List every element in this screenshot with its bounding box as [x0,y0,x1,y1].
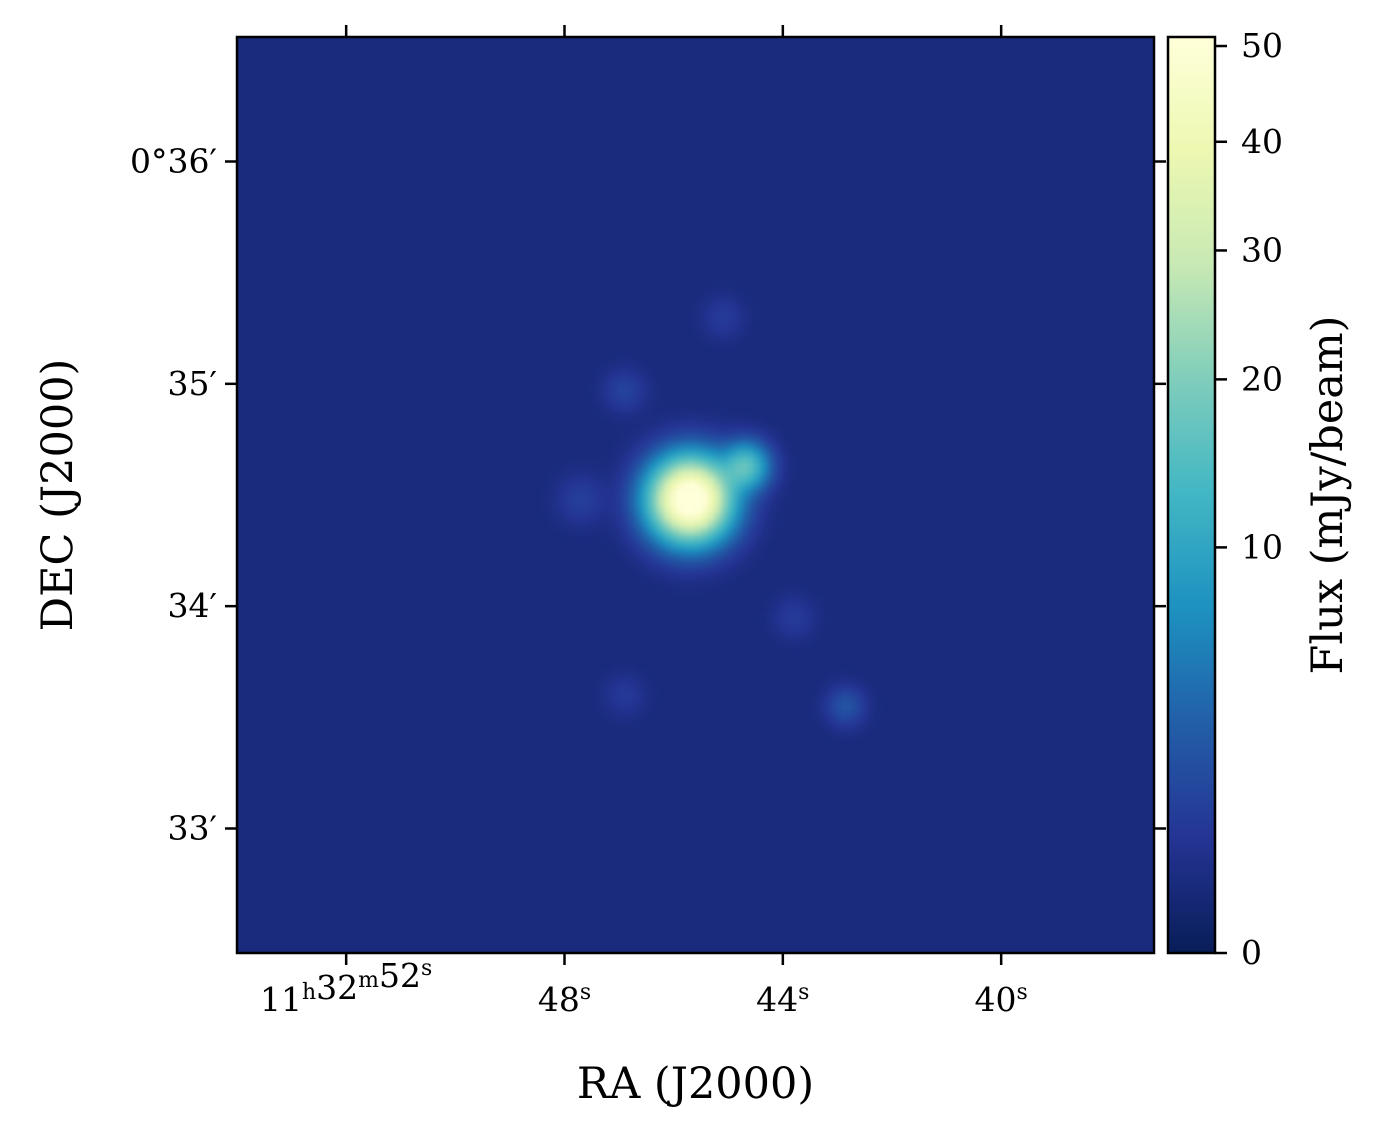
y-tick-label-3: 33′ [168,808,217,847]
x-tick-label-3: 40s [975,980,1028,1019]
colorbar-tick-label-4: 40 [1241,122,1283,161]
flux-image-raster [237,37,1154,953]
y-axis-ticks: 0°36′ 35′ 34′ 33′ [130,142,1166,847]
colorbar-title: Flux (mJy/beam) [1303,316,1353,675]
y-tick-label-2: 34′ [168,586,217,625]
colorbar-tick-label-3: 30 [1241,230,1283,269]
colorbar-tick-label-2: 20 [1241,359,1283,398]
x-tick-label-1: 48s [538,980,591,1019]
plot-frame [235,35,1156,955]
y-tick-label-1: 35′ [168,364,217,403]
x-axis-ticks: 11h32m52s 48s 44s 40s [260,25,1028,1019]
colorbar-tick-label-1: 10 [1241,527,1283,566]
flux-image [237,37,1154,953]
x-axis-title: RA (J2000) [577,1059,814,1109]
x-tick-label-2: 44s [756,980,809,1019]
y-axis-title: DEC (J2000) [33,359,83,632]
colorbar-ticks: 0 10 20 30 40 50 [1215,26,1283,972]
x-tick-label-0: 11h32m52s [260,956,432,1019]
colorbar [1166,35,1217,955]
colorbar-tick-label-0: 0 [1241,933,1262,972]
y-tick-label-0: 0°36′ [130,142,217,181]
colorbar-tick-label-5: 50 [1241,26,1283,65]
